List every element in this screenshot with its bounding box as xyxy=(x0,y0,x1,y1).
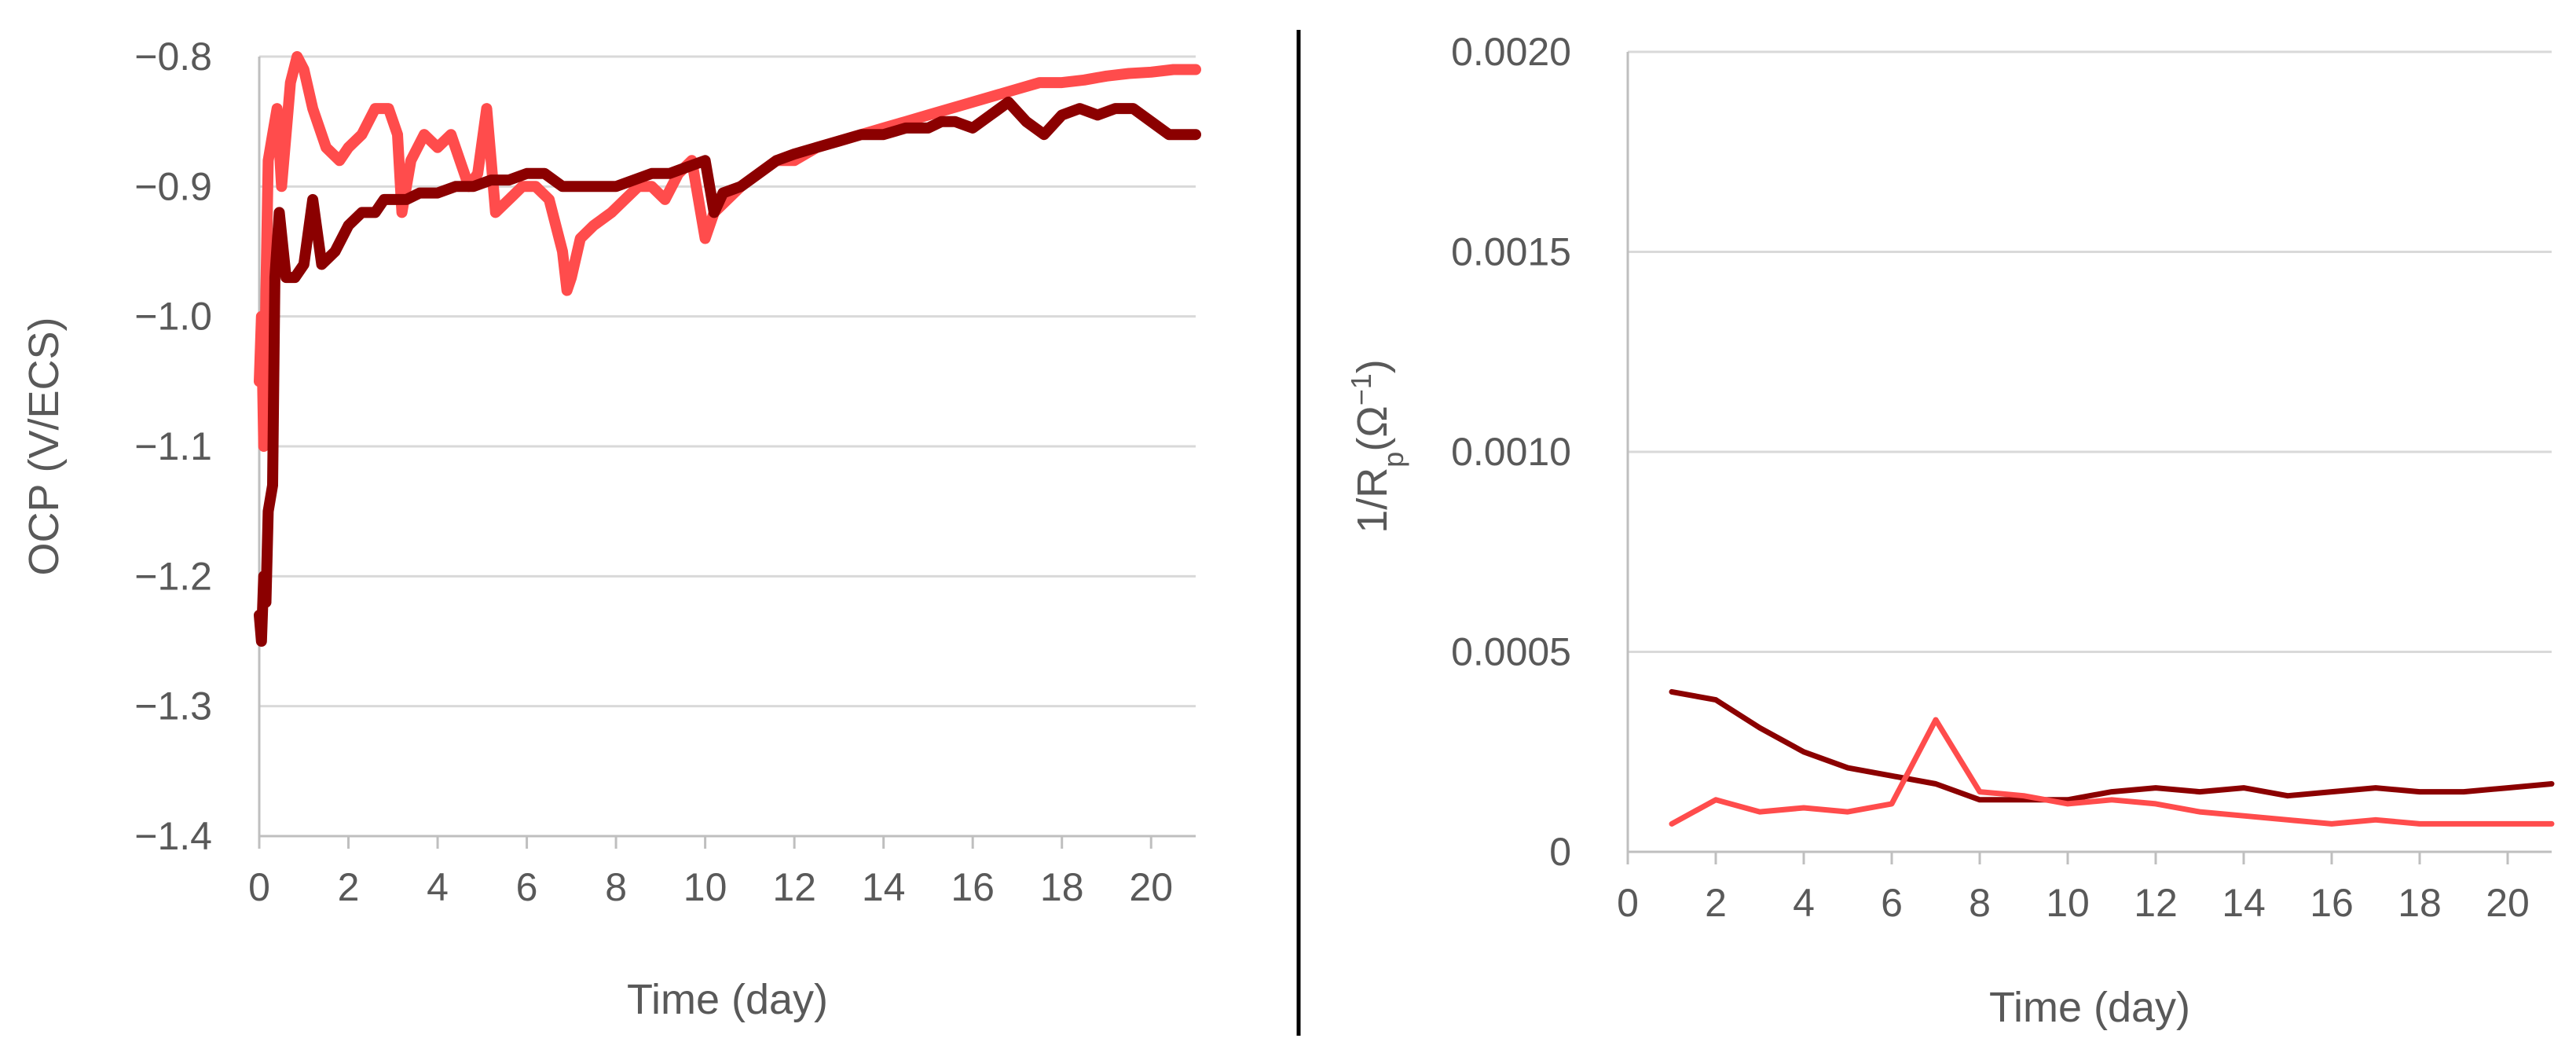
y-tick-label: 0.0010 xyxy=(1451,430,1571,474)
ocp-series-line xyxy=(254,96,1201,647)
x-tick-label: 8 xyxy=(605,865,627,909)
x-tick-label: 12 xyxy=(2134,881,2178,925)
x-tick-label: 10 xyxy=(683,865,727,909)
x-tick-label: 6 xyxy=(516,865,538,909)
y-axis-title: 1/Rp(Ω−1) xyxy=(1345,359,1409,533)
x-tick-label: 20 xyxy=(1129,865,1173,909)
x-tick-label: 14 xyxy=(2222,881,2266,925)
rp-series-line xyxy=(1669,688,2555,803)
x-tick-label: 8 xyxy=(1969,881,1991,925)
y-axis-title-part: (Ω xyxy=(1349,405,1396,451)
y-axis-title-part: −1 xyxy=(1345,373,1377,405)
y-axis-title-part: p xyxy=(1377,452,1409,468)
x-tick-label: 4 xyxy=(1793,881,1815,925)
x-tick-label: 12 xyxy=(772,865,816,909)
y-tick-label: 0.0005 xyxy=(1451,630,1571,674)
x-axis-title: Time (day) xyxy=(627,976,828,1023)
x-tick-label: 18 xyxy=(1040,865,1084,909)
y-tick-label: −1.3 xyxy=(134,684,212,728)
x-tick-label: 10 xyxy=(2046,881,2090,925)
rp-series-line xyxy=(1669,717,2555,827)
x-tick-label: 14 xyxy=(862,865,906,909)
x-tick-label: 18 xyxy=(2398,881,2442,925)
y-tick-label: 0.0020 xyxy=(1451,30,1571,74)
x-tick-label: 2 xyxy=(1705,881,1727,925)
polarization-resistance-chart: 0 0.0005 0.0010 0.0015 0.0020 0 2 4 6 8 10 12 14 16 18… xyxy=(1345,30,2555,1031)
x-tick-label: 6 xyxy=(1881,881,1903,925)
y-axis-title-part: ) xyxy=(1349,359,1396,373)
x-tick-label: 0 xyxy=(1617,881,1639,925)
y-tick-label: 0 xyxy=(1549,830,1571,874)
y-tick-label: −1.2 xyxy=(134,554,212,598)
x-tick-label: 4 xyxy=(427,865,449,909)
x-axis-title: Time (day) xyxy=(1989,984,2190,1031)
y-tick-label: −1.1 xyxy=(134,424,212,468)
y-axis-title-part: 1/R xyxy=(1349,468,1396,534)
y-tick-label: −0.9 xyxy=(134,164,212,208)
y-tick-label: 0.0015 xyxy=(1451,230,1571,274)
y-axis-title: OCP (V/ECS) xyxy=(20,317,68,575)
x-tick-label: 16 xyxy=(951,865,995,909)
x-tick-label: 16 xyxy=(2310,881,2354,925)
ocp-series-line xyxy=(254,51,1201,452)
y-tick-label: −1.0 xyxy=(134,295,212,339)
y-tick-label: −0.8 xyxy=(134,35,212,79)
x-tick-label: 2 xyxy=(338,865,360,909)
x-tick-label: 20 xyxy=(2486,881,2530,925)
ocp-chart: −1.4 −1.3 −1.2 −1.1 −1.0 −0.9 −0.8 0 2 4 6 8 10 12 14 1… xyxy=(20,35,1201,1023)
y-tick-label: −1.4 xyxy=(134,814,212,858)
x-tick-label: 0 xyxy=(248,865,270,909)
